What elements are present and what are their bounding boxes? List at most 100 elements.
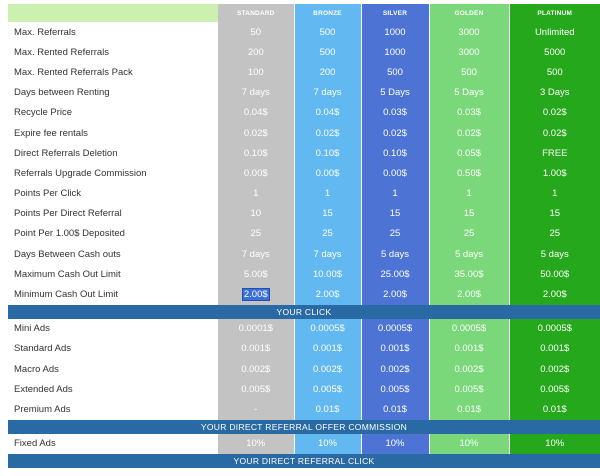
cell-silver: 15	[360, 203, 429, 224]
cell-silver: 0.002$	[360, 359, 429, 380]
cell-golden: 0.03$	[428, 102, 509, 123]
section-header-direct-click: YOUR DIRECT REFERRAL CLICK	[8, 453, 600, 468]
cell-standard: 0.00$	[218, 163, 294, 184]
cell-bronze: 0.005$	[293, 379, 361, 400]
cell-platinum: 2.00$	[508, 284, 600, 305]
cell-platinum: 0.02$	[508, 102, 600, 123]
table-row-expire-fee-rentals: Expire fee rentals 0.02$ 0.02$ 0.02$ 0.02$ 0.…	[8, 122, 600, 144]
row-label: Expire fee rentals	[8, 122, 218, 144]
cell-standard: 0.0001$	[218, 318, 294, 339]
cell-standard: 10%	[218, 433, 294, 454]
row-label: Minimum Cash Out Limit	[8, 284, 218, 305]
table-row-fixed-ads: Fixed Ads 10% 10% 10% 10% 10%	[8, 433, 600, 454]
cell-silver: 0.01$	[360, 399, 429, 420]
cell-silver: 0.10$	[360, 143, 429, 164]
table-row-minimum-cash-out-limit: Minimum Cash Out Limit 2.00$ 2.00$ 2.00$ 2.0…	[8, 284, 600, 305]
table-row-premium-ads: Premium Ads -0.01$ 0.01$ 0.01$ 0.01$	[8, 399, 600, 420]
cell-bronze: 0.002$	[293, 359, 361, 380]
row-label: Referrals Upgrade Commission	[8, 163, 218, 184]
row-label: Fixed Ads	[8, 433, 218, 454]
table-row-standard-ads: Standard Ads 0.001$ 0.001$ 0.001$ 0.001$ 0.00…	[8, 338, 600, 359]
table-row-days-between-cash-outs: Days Between Cash outs 7 days 7 days 5 days…	[8, 244, 600, 265]
cell-bronze: 0.01$	[293, 399, 361, 420]
cell-silver: 5 days	[360, 244, 429, 265]
cell-golden: 3000	[428, 22, 509, 43]
cell-bronze: 0.001$	[293, 338, 361, 359]
cell-bronze: 200	[293, 62, 361, 83]
cell-platinum: FREE	[508, 143, 600, 164]
cell-silver: 10%	[360, 433, 429, 454]
header-corner-cell	[8, 4, 218, 22]
cell-silver: 25.00$	[360, 264, 429, 285]
cell-golden: 5 Days	[428, 82, 509, 103]
table-row-days-between-renting: Days between Renting 7 days 7 days 5 Days 5 …	[8, 82, 600, 103]
cell-standard: 0.005$	[218, 379, 294, 400]
cell-standard: 10	[218, 203, 294, 224]
cell-standard: 0.04$	[218, 102, 294, 123]
cell-standard: 50	[218, 22, 294, 43]
table-row-max-referrals: Max. Referrals 50 500 1000 3000 Unlimited	[8, 22, 600, 43]
table-row-points-per-direct-referral: Points Per Direct Referral 10 15 15 15 15	[8, 203, 600, 224]
cell-golden: 0.001$	[428, 338, 509, 359]
cell-platinum: 1	[508, 183, 600, 204]
row-label: Max. Rented Referrals Pack	[8, 62, 218, 83]
row-label: Standard Ads	[8, 338, 218, 359]
column-header-standard: STANDARD	[218, 4, 294, 22]
cell-standard: -	[218, 399, 294, 420]
cell-platinum: 1.00$	[508, 163, 600, 184]
cell-silver: 1	[360, 183, 429, 204]
cell-silver: 0.0005$	[360, 318, 429, 339]
cell-standard: 7 days	[218, 244, 294, 265]
cell-bronze: 1	[293, 183, 361, 204]
cell-bronze: 10%	[293, 433, 361, 454]
cell-standard: 100	[218, 62, 294, 83]
cell-bronze: 7 days	[293, 244, 361, 265]
cell-silver: 0.005$	[360, 379, 429, 400]
cell-standard: 7 days	[218, 82, 294, 103]
cell-golden: 0.005$	[428, 379, 509, 400]
table-row-extended-ads: Extended Ads 0.005$ 0.005$ 0.005$ 0.005$ 0.00…	[8, 379, 600, 400]
cell-golden: 5 days	[428, 244, 509, 265]
cell-golden: 0.02$	[428, 122, 509, 144]
cell-standard: 25	[218, 223, 294, 245]
cell-bronze: 7 days	[293, 82, 361, 103]
section-header-direct-click-title: YOUR DIRECT REFERRAL CLICK	[8, 453, 600, 468]
column-header-platinum: PLATINUM	[508, 4, 600, 22]
cell-bronze: 500	[293, 42, 361, 63]
selected-text[interactable]: 2.00$	[241, 288, 270, 302]
cell-silver: 0.02$	[360, 122, 429, 144]
header-row: STANDARD BRONZE SILVER GOLDEN PLATINUM	[8, 4, 600, 22]
cell-platinum: 10%	[508, 433, 600, 454]
cell-golden: 0.01$	[428, 399, 509, 420]
column-header-silver: SILVER	[360, 4, 429, 22]
cell-golden: 3000	[428, 42, 509, 63]
cell-silver: 25	[360, 223, 429, 245]
column-header-bronze: BRONZE	[293, 4, 361, 22]
row-label: Mini Ads	[8, 318, 218, 339]
section-header-your-click-title: YOUR CLICK	[8, 304, 600, 319]
cell-bronze: 2.00$	[293, 284, 361, 305]
cell-bronze: 10.00$	[293, 264, 361, 285]
row-label: Recycle Price	[8, 102, 218, 123]
cell-golden: 10%	[428, 433, 509, 454]
cell-golden: 500	[428, 62, 509, 83]
cell-golden: 0.0005$	[428, 318, 509, 339]
row-label: Points Per Click	[8, 183, 218, 204]
cell-platinum: 500	[508, 62, 600, 83]
cell-standard: 1	[218, 183, 294, 204]
cell-silver: 5 Days	[360, 82, 429, 103]
cell-standard: 200	[218, 42, 294, 63]
cell-standard: 2.00$	[218, 284, 294, 305]
cell-platinum: 15	[508, 203, 600, 224]
cell-silver: 1000	[360, 42, 429, 63]
cell-golden: 35.00$	[428, 264, 509, 285]
table-row-point-per-1-00-deposited: Point Per 1.00$ Deposited 25 25 25 25 25	[8, 223, 600, 245]
section-header-your-click: YOUR CLICK	[8, 304, 600, 319]
row-label: Days between Renting	[8, 82, 218, 103]
cell-bronze: 0.10$	[293, 143, 361, 164]
cell-platinum: 0.002$	[508, 359, 600, 380]
cell-standard: 0.10$	[218, 143, 294, 164]
cell-golden: 0.50$	[428, 163, 509, 184]
cell-platinum: 0.02$	[508, 122, 600, 144]
cell-silver: 500	[360, 62, 429, 83]
